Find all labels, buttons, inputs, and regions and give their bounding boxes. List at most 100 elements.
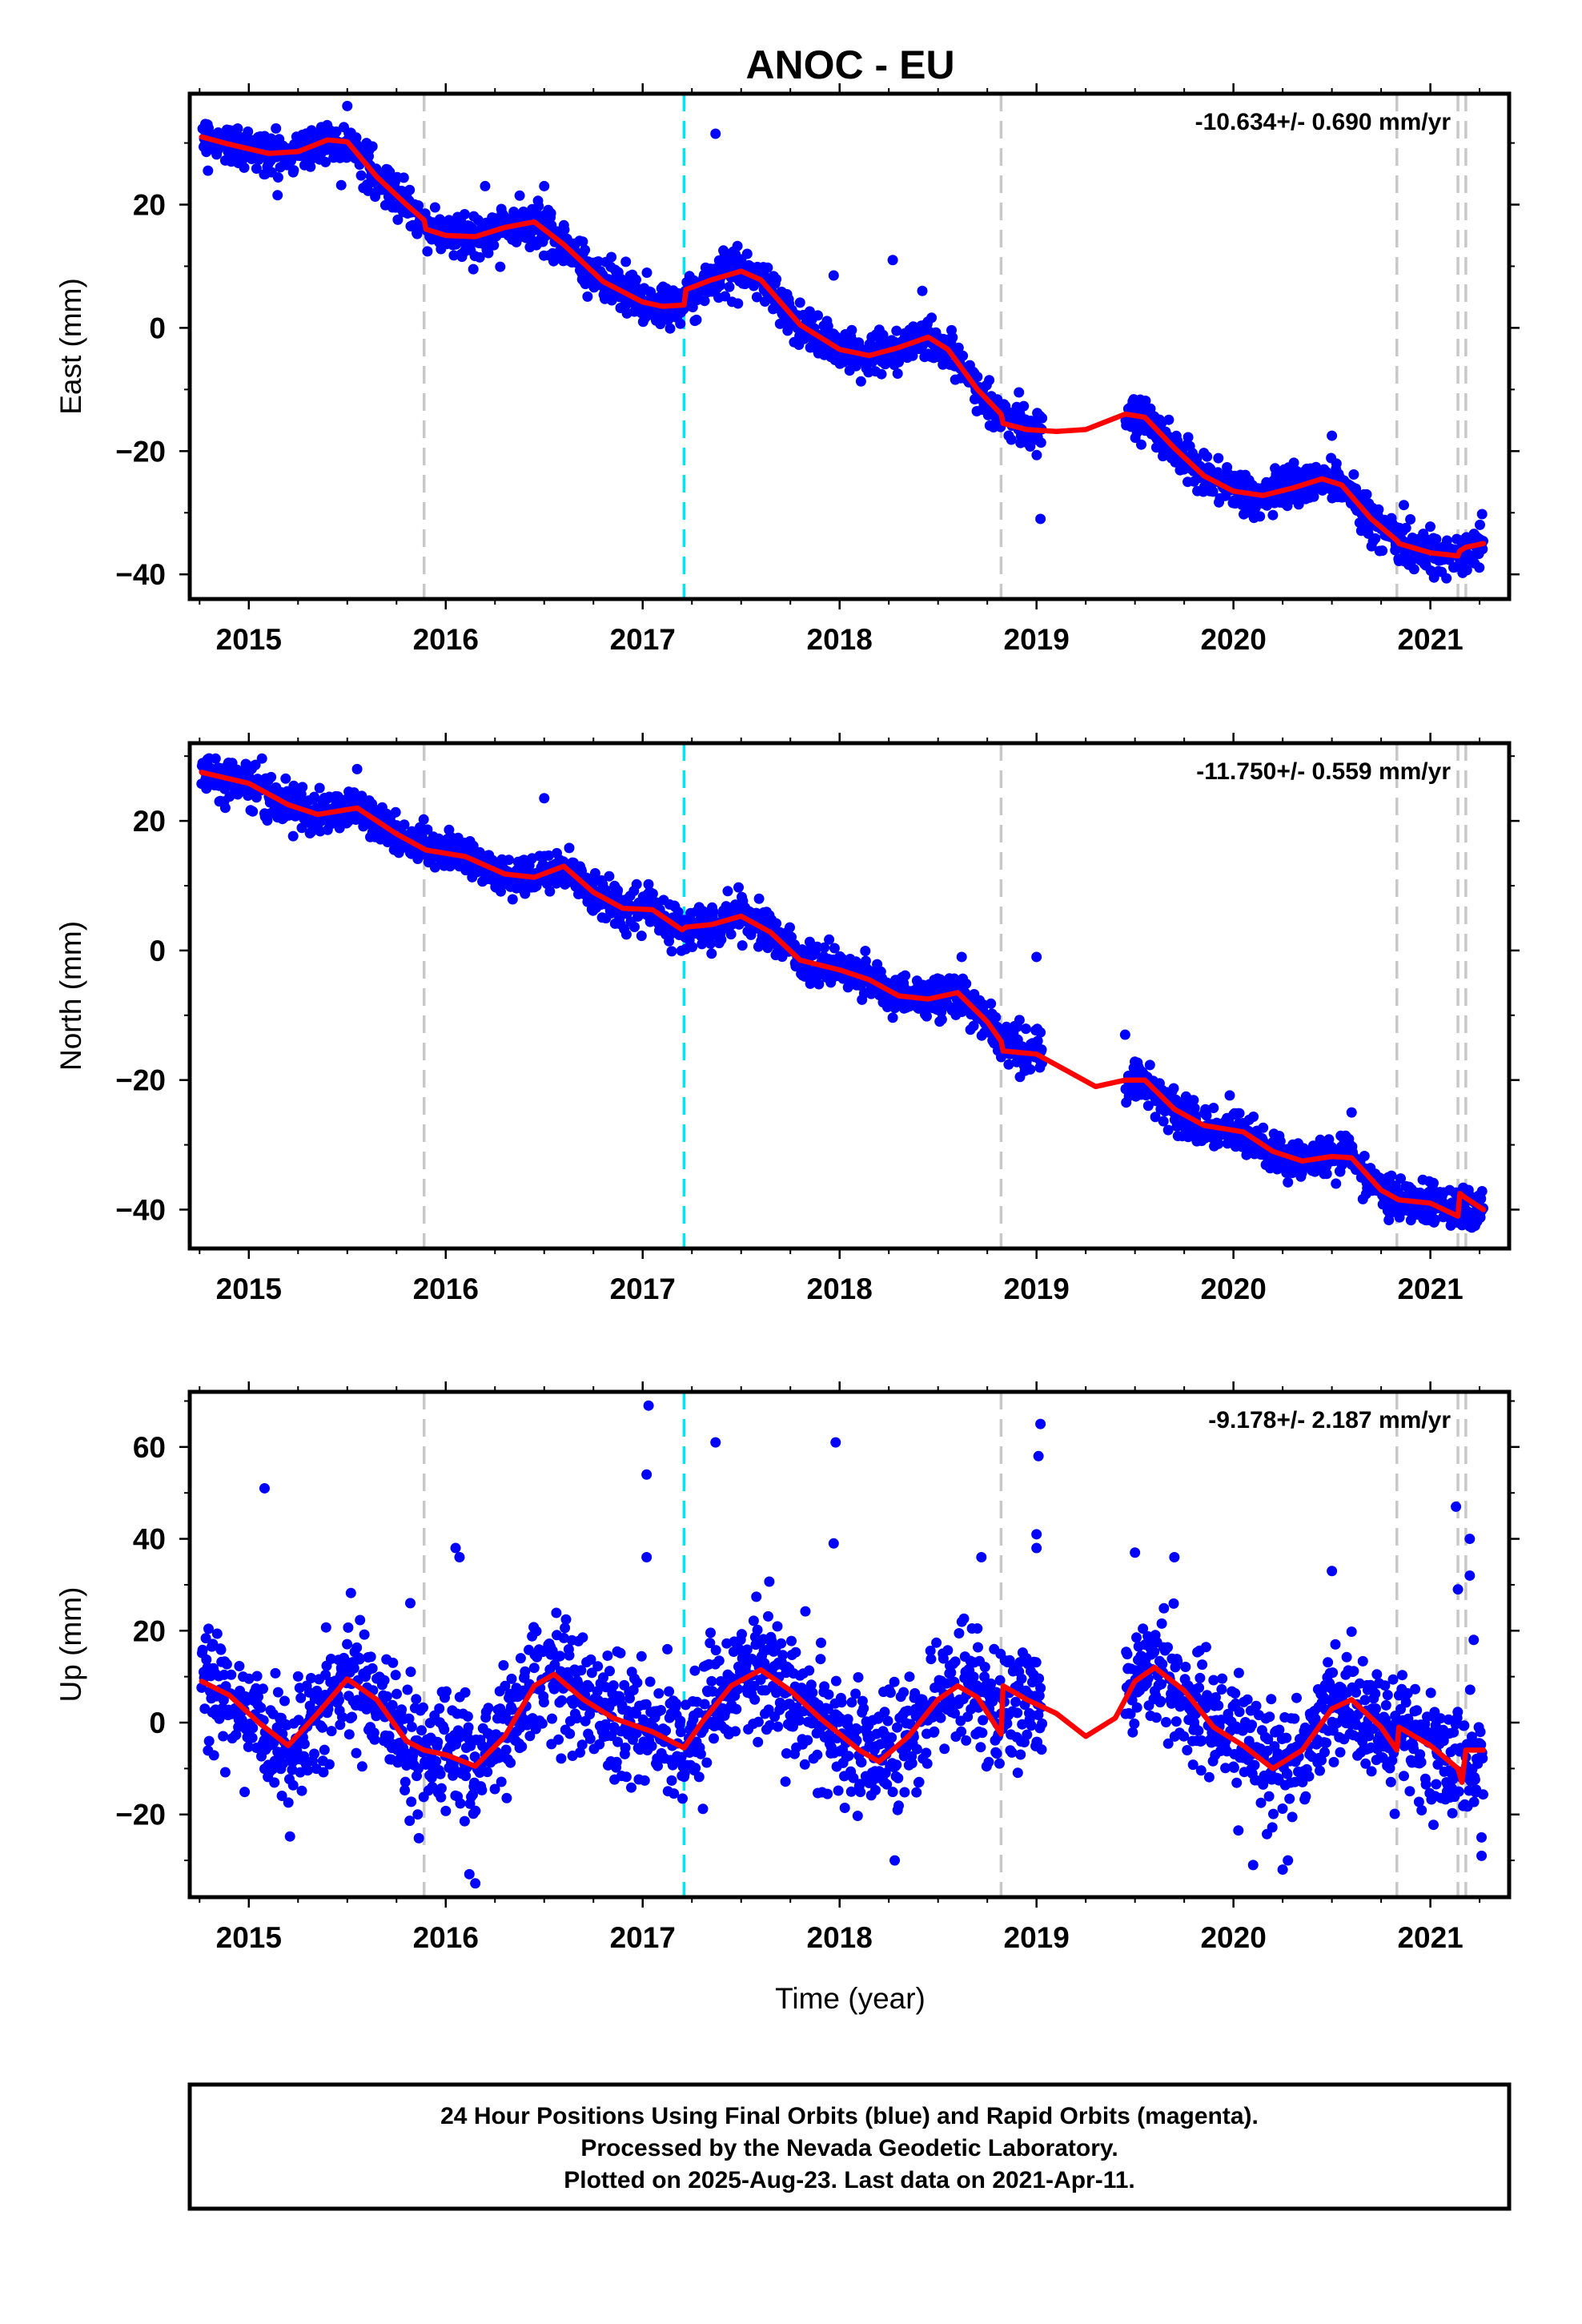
data-point [582,291,593,302]
data-point [318,1767,329,1778]
data-point [846,324,857,336]
y-tick-label: 20 [133,189,166,222]
data-point [1162,1124,1174,1136]
data-point [335,179,347,191]
data-point [551,1607,562,1618]
data-point [733,298,744,309]
data-point [1188,1095,1199,1106]
x-tick-label: 2016 [413,1921,479,1954]
outlier-point [342,100,353,111]
data-point [589,868,600,879]
data-point [643,879,654,890]
data-point [302,1765,313,1776]
data-point [270,1667,281,1679]
data-point [1331,458,1342,469]
data-point [385,194,396,205]
data-point [250,759,261,770]
data-point [1405,514,1416,525]
data-point [507,894,518,905]
data-point [631,879,642,890]
data-point [785,922,795,933]
data-point [239,1787,251,1798]
outlier-point [710,128,721,139]
data-point [347,1711,358,1723]
data-point [292,1671,303,1682]
data-point [673,907,684,918]
data-point [626,1782,636,1793]
data-point [722,886,733,897]
data-point [679,1768,690,1779]
data-point [629,922,640,932]
data-point [470,1805,481,1816]
data-point [580,244,591,255]
data-point [268,1737,279,1748]
data-point [675,318,686,329]
data-point [953,342,964,353]
data-point [506,1673,517,1684]
up-panel: 2015 2016 2017 2018 2019 2020 2021−200204060Up… [54,1381,1520,1954]
data-point [675,1727,686,1738]
data-point [1150,1112,1161,1123]
data-point [444,861,456,872]
data-point [1359,1151,1370,1161]
data-point [251,1671,263,1682]
data-point [1031,449,1042,460]
data-point [891,325,902,336]
data-point [1267,509,1279,521]
x-tick-label: 2020 [1200,1273,1266,1305]
data-point [968,1020,979,1031]
data-point [665,323,676,334]
chart-title: ANOC - EU [745,42,954,87]
data-point [463,1722,474,1733]
data-point [598,1672,608,1683]
data-point [652,1760,663,1771]
data-point [733,882,744,893]
data-point [299,1751,310,1762]
data-point [751,292,762,303]
data-point [556,1695,568,1706]
y-tick-label: 20 [133,1614,166,1647]
velocity-label: -10.634+/- 0.690 mm/yr [1195,109,1452,135]
data-point [498,1660,509,1671]
data-point [577,236,588,247]
data-point [284,1831,295,1842]
data-point [640,1699,652,1710]
data-point [1020,1023,1031,1035]
data-point [251,792,262,803]
data-point [666,1775,677,1786]
data-point [664,1686,675,1697]
data-point [271,123,282,134]
data-point [666,946,677,957]
data-point [251,163,262,174]
data-point [984,375,995,386]
data-point [531,1626,542,1637]
data-point [405,1667,416,1678]
data-point [272,1687,283,1698]
data-point [482,1767,493,1778]
data-point [243,1741,254,1752]
data-point [306,1673,316,1683]
data-point [813,310,823,321]
data-point [516,1741,528,1752]
data-point [771,274,782,285]
data-point [1311,461,1322,472]
data-point [398,172,409,183]
data-point [636,1651,647,1662]
outlier-point [917,285,928,296]
x-tick-label: 2021 [1397,1273,1463,1305]
data-point [646,1740,657,1751]
data-point [295,1692,307,1703]
data-point [309,791,319,802]
data-point [348,1663,359,1674]
data-point [422,246,433,257]
data-point [390,1670,401,1681]
data-point [978,999,989,1010]
data-point [804,306,815,317]
data-point [381,1691,392,1702]
data-point [1140,396,1151,406]
data-point [1014,387,1025,398]
data-point [620,929,632,940]
y-tick-label: 0 [149,312,166,344]
data-point [488,239,500,251]
